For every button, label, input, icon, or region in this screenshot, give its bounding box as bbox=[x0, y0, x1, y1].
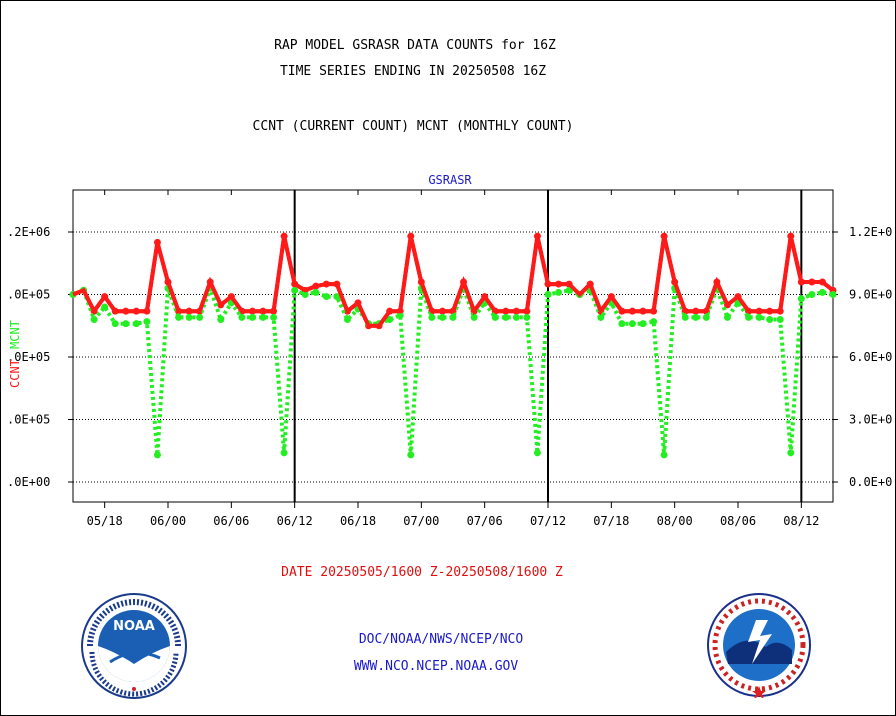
mcnt-point bbox=[428, 313, 436, 321]
mcnt-point bbox=[217, 316, 225, 323]
mcnt-point bbox=[512, 313, 520, 321]
mcnt-point bbox=[238, 313, 246, 321]
mcnt-point bbox=[723, 313, 731, 321]
right-tick-label: 1.2E+0 bbox=[849, 225, 892, 239]
chart-title-line2: TIME SERIES ENDING IN 20250508 16Z bbox=[279, 64, 547, 79]
right-tick-label: 3.0E+0 bbox=[849, 413, 892, 427]
mcnt-point bbox=[808, 291, 816, 298]
mcnt-point bbox=[470, 313, 478, 321]
mcnt-point bbox=[333, 293, 341, 301]
mcnt-point bbox=[829, 291, 837, 298]
x-tick-label: 05/18 bbox=[87, 514, 123, 528]
org-label: DOC/NOAA/NWS/NCEP/NCO bbox=[358, 632, 524, 647]
chart-series-title: GSRASR bbox=[428, 173, 472, 187]
mcnt-point bbox=[185, 313, 193, 321]
left-tick-label: .0E+05 bbox=[7, 350, 50, 364]
mcnt-point bbox=[502, 313, 510, 321]
mcnt-point bbox=[449, 313, 457, 321]
mcnt-point bbox=[555, 288, 563, 296]
mcnt-point bbox=[248, 313, 256, 321]
mcnt-point bbox=[386, 316, 394, 323]
right-tick-label: 9.0E+0 bbox=[849, 288, 892, 302]
mcnt-point bbox=[175, 313, 183, 321]
mcnt-point bbox=[301, 291, 309, 298]
mcnt-point bbox=[692, 313, 700, 321]
mcnt-point bbox=[111, 320, 119, 328]
mcnt-point bbox=[491, 313, 499, 321]
x-tick-label: 07/00 bbox=[403, 514, 439, 528]
right-tick-label: 6.0E+0 bbox=[849, 350, 892, 364]
ccnt-series-line-top bbox=[72, 235, 835, 328]
x-tick-label: 07/18 bbox=[593, 514, 629, 528]
nws-logo bbox=[707, 593, 811, 698]
mcnt-point bbox=[523, 313, 531, 321]
mcnt-point bbox=[90, 316, 98, 323]
x-tick-label: 08/06 bbox=[720, 514, 756, 528]
mcnt-point bbox=[291, 286, 299, 294]
left-tick-label: .0E+00 bbox=[7, 475, 50, 489]
mcnt-point bbox=[660, 451, 668, 459]
x-tick-label: 08/00 bbox=[657, 514, 693, 528]
mcnt-point bbox=[628, 320, 636, 328]
noaa-logo: NOAA bbox=[81, 593, 187, 699]
mcnt-point bbox=[702, 313, 710, 321]
left-tick-label: .2E+06 bbox=[7, 225, 50, 239]
mcnt-point bbox=[270, 313, 278, 321]
mcnt-point bbox=[196, 313, 204, 321]
mcnt-point bbox=[259, 313, 267, 321]
left-tick-label: .0E+05 bbox=[7, 288, 50, 302]
plot-frame bbox=[72, 189, 834, 503]
mcnt-point bbox=[153, 451, 161, 459]
website-label: WWW.NCO.NCEP.NOAA.GOV bbox=[353, 659, 519, 674]
date-range-label: DATE 20250505/1600 Z-20250508/1600 Z bbox=[281, 565, 563, 580]
mcnt-point bbox=[132, 320, 140, 328]
x-tick-label: 07/06 bbox=[467, 514, 503, 528]
mcnt-point bbox=[122, 320, 130, 328]
mcnt-point bbox=[797, 295, 805, 303]
chart-subtitle: CCNT (CURRENT COUNT) MCNT (MONTHLY COUNT… bbox=[252, 119, 574, 134]
ccnt-axis-label: CCNT bbox=[8, 359, 22, 388]
x-tick-label: 06/12 bbox=[277, 514, 313, 528]
x-tick-label: 06/18 bbox=[340, 514, 376, 528]
mcnt-point bbox=[407, 451, 415, 459]
mcnt-axis-label: MCNT bbox=[8, 320, 22, 349]
mcnt-point bbox=[639, 320, 647, 328]
mcnt-point bbox=[343, 316, 351, 323]
x-tick-label: 06/00 bbox=[150, 514, 186, 528]
mcnt-point bbox=[597, 313, 605, 321]
mcnt-point bbox=[681, 313, 689, 321]
mcnt-point bbox=[544, 291, 552, 298]
mcnt-point bbox=[101, 303, 109, 311]
mcnt-point bbox=[755, 313, 763, 321]
svg-text:NOAA: NOAA bbox=[113, 619, 155, 634]
mcnt-point bbox=[818, 288, 826, 296]
mcnt-point bbox=[766, 316, 774, 323]
mcnt-point bbox=[745, 313, 753, 321]
chart-title-line1: RAP MODEL GSRASR DATA COUNTS for 16Z bbox=[274, 38, 556, 53]
mcnt-point bbox=[312, 288, 320, 296]
mcnt-point bbox=[438, 313, 446, 321]
mcnt-point bbox=[787, 449, 795, 457]
mcnt-point bbox=[143, 318, 151, 326]
x-tick-label: 08/12 bbox=[783, 514, 819, 528]
mcnt-point bbox=[618, 320, 626, 328]
x-tick-label: 07/12 bbox=[530, 514, 566, 528]
mcnt-point bbox=[533, 449, 541, 457]
right-tick-label: 0.0E+0 bbox=[849, 475, 892, 489]
mcnt-point bbox=[650, 318, 658, 326]
mcnt-point bbox=[776, 316, 784, 323]
mcnt-point bbox=[322, 293, 330, 301]
x-tick-label: 06/06 bbox=[213, 514, 249, 528]
left-tick-label: .0E+05 bbox=[7, 413, 50, 427]
mcnt-point bbox=[396, 311, 404, 319]
mcnt-point bbox=[280, 449, 288, 457]
